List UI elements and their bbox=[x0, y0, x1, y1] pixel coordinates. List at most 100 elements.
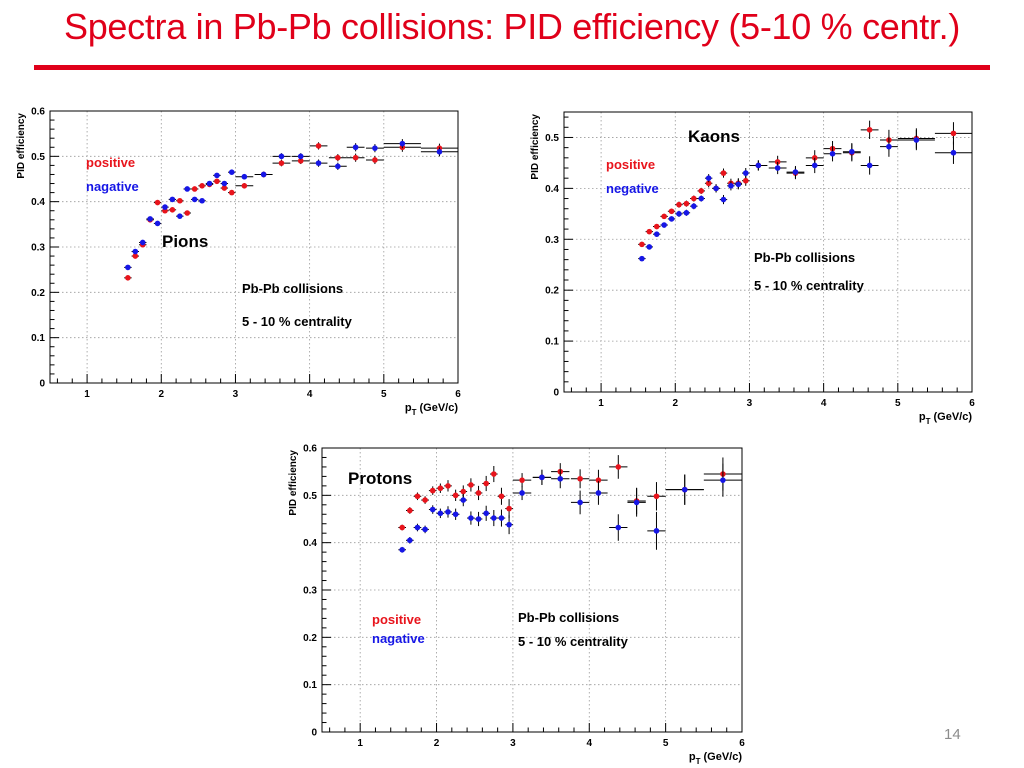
negative-marker bbox=[483, 510, 489, 517]
positive-marker bbox=[519, 477, 525, 483]
positive-data-point bbox=[291, 157, 310, 165]
pions-annotation-system: Pb-Pb collisions bbox=[242, 281, 343, 296]
negative-data-point bbox=[934, 141, 972, 164]
x-tick-label: 4 bbox=[586, 738, 592, 749]
positive-marker bbox=[169, 207, 176, 213]
positive-marker bbox=[445, 483, 451, 489]
negative-marker bbox=[475, 516, 482, 522]
positive-marker bbox=[653, 223, 660, 230]
negative-data-point bbox=[897, 129, 935, 151]
positive-data-point bbox=[131, 253, 140, 259]
negative-marker bbox=[191, 196, 198, 203]
negative-marker bbox=[184, 186, 191, 192]
negative-marker bbox=[742, 170, 749, 176]
negative-marker bbox=[950, 149, 957, 156]
pions-y-axis: 0 0.1 0.2 0.3 0.4 0.5 0.6 bbox=[31, 107, 59, 390]
x-tick-label: 1 bbox=[84, 389, 90, 400]
x-tick-label: 1 bbox=[598, 398, 604, 409]
negative-marker bbox=[335, 163, 341, 170]
y-tick-label: 0 bbox=[39, 379, 45, 390]
negative-marker bbox=[705, 175, 712, 181]
x-tick-label: 6 bbox=[969, 398, 975, 409]
negative-marker bbox=[297, 153, 304, 160]
x-label-subscript: T bbox=[696, 757, 701, 766]
negative-data-point bbox=[459, 493, 468, 507]
positive-marker bbox=[297, 158, 304, 164]
x-tick-label: 2 bbox=[672, 398, 678, 409]
negative-data-point bbox=[768, 161, 787, 175]
negative-data-point bbox=[124, 264, 132, 271]
negative-data-point bbox=[366, 144, 384, 153]
y-tick-label: 0.5 bbox=[31, 152, 45, 163]
negative-marker bbox=[681, 486, 688, 493]
protons-annotation-system: Pb-Pb collisions bbox=[518, 610, 619, 625]
kaons-grid bbox=[564, 112, 972, 392]
positive-marker bbox=[221, 185, 228, 191]
negative-marker bbox=[147, 216, 153, 222]
negative-marker bbox=[698, 195, 705, 202]
positive-marker bbox=[595, 477, 602, 483]
positive-marker bbox=[705, 180, 712, 187]
pions-svg: 1 2 3 4 5 6 0 0.1 0.2 0.3 0.4 0.5 0.6 PID efficiency p… bbox=[16, 107, 461, 418]
negative-data-point bbox=[660, 222, 668, 228]
positive-marker bbox=[720, 170, 727, 176]
positive-data-point bbox=[406, 507, 414, 514]
positive-marker bbox=[372, 157, 378, 163]
negative-data-point bbox=[703, 463, 742, 497]
protons-plot-area bbox=[322, 448, 742, 732]
positive-marker bbox=[774, 159, 781, 165]
negative-data-point bbox=[742, 168, 750, 179]
protons-legend-positive: positive bbox=[372, 612, 421, 627]
negative-data-point bbox=[474, 511, 483, 527]
positive-marker bbox=[639, 241, 645, 248]
positive-data-point bbox=[183, 210, 191, 216]
negative-marker bbox=[653, 528, 660, 534]
negative-data-point bbox=[786, 165, 805, 179]
negative-marker bbox=[653, 231, 660, 237]
positive-data-point bbox=[176, 197, 184, 204]
negative-data-point bbox=[153, 220, 162, 227]
positive-data-point bbox=[647, 482, 666, 511]
positive-data-point bbox=[719, 168, 728, 178]
positive-data-point bbox=[398, 524, 406, 531]
positive-marker bbox=[475, 490, 482, 496]
negative-marker bbox=[713, 185, 719, 192]
negative-data-point bbox=[205, 180, 214, 187]
kaons-x-axis-label: pT (GeV/c) bbox=[919, 411, 972, 426]
positive-data-point bbox=[190, 186, 199, 192]
negative-marker bbox=[260, 171, 267, 178]
positive-marker bbox=[668, 208, 675, 215]
negative-marker bbox=[720, 477, 726, 483]
negative-data-point bbox=[436, 508, 445, 519]
negative-data-point bbox=[589, 481, 608, 505]
positive-data-point bbox=[667, 208, 676, 215]
negative-data-point bbox=[551, 469, 570, 489]
kaons-plot-area bbox=[564, 112, 972, 392]
positive-data-point bbox=[490, 465, 498, 483]
positive-marker bbox=[241, 183, 248, 189]
negative-marker bbox=[407, 537, 413, 544]
negative-marker bbox=[913, 137, 920, 143]
positive-marker bbox=[125, 275, 131, 281]
y-tick-label: 0.5 bbox=[303, 491, 317, 502]
positive-marker bbox=[407, 507, 413, 514]
positive-marker bbox=[950, 130, 957, 137]
positive-data-point bbox=[168, 207, 177, 213]
positive-data-point bbox=[213, 178, 221, 185]
positive-marker bbox=[315, 143, 322, 149]
negative-marker bbox=[661, 222, 667, 228]
positive-marker bbox=[742, 177, 749, 184]
positive-data-point bbox=[609, 455, 628, 479]
negative-data-point bbox=[638, 255, 646, 262]
positive-data-point bbox=[451, 489, 460, 502]
protons-annotation-centrality: 5 - 10 % centrality bbox=[518, 634, 629, 649]
page-number: 14 bbox=[944, 726, 961, 743]
negative-marker bbox=[199, 197, 205, 204]
negative-data-point bbox=[880, 136, 898, 157]
negative-data-point bbox=[398, 546, 406, 553]
y-tick-label: 0.2 bbox=[303, 633, 317, 644]
positive-data-point bbox=[675, 201, 683, 208]
pions-series-negative bbox=[124, 139, 458, 271]
pions-x-axis: 1 2 3 4 5 6 bbox=[56, 374, 461, 400]
pions-legend-negative: nagative bbox=[86, 179, 139, 194]
